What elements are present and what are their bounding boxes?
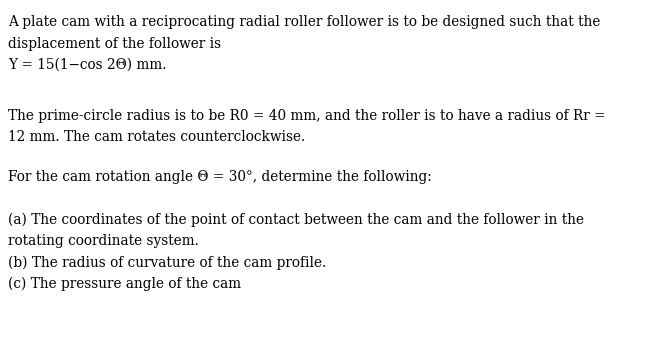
Text: displacement of the follower is: displacement of the follower is — [8, 37, 221, 51]
Text: The prime-circle radius is to be R0 = 40 mm, and the roller is to have a radius : The prime-circle radius is to be R0 = 40… — [8, 109, 605, 123]
Text: Y = 15(1−cos 2Θ) mm.: Y = 15(1−cos 2Θ) mm. — [8, 58, 166, 72]
Text: (b) The radius of curvature of the cam profile.: (b) The radius of curvature of the cam p… — [8, 255, 326, 270]
Text: (a) The coordinates of the point of contact between the cam and the follower in : (a) The coordinates of the point of cont… — [8, 212, 584, 227]
Text: rotating coordinate system.: rotating coordinate system. — [8, 234, 198, 248]
Text: A plate cam with a reciprocating radial roller follower is to be designed such t: A plate cam with a reciprocating radial … — [8, 15, 600, 29]
Text: 12 mm. The cam rotates counterclockwise.: 12 mm. The cam rotates counterclockwise. — [8, 130, 305, 144]
Text: For the cam rotation angle Θ = 30°, determine the following:: For the cam rotation angle Θ = 30°, dete… — [8, 170, 432, 184]
Text: (c) The pressure angle of the cam: (c) The pressure angle of the cam — [8, 277, 241, 291]
